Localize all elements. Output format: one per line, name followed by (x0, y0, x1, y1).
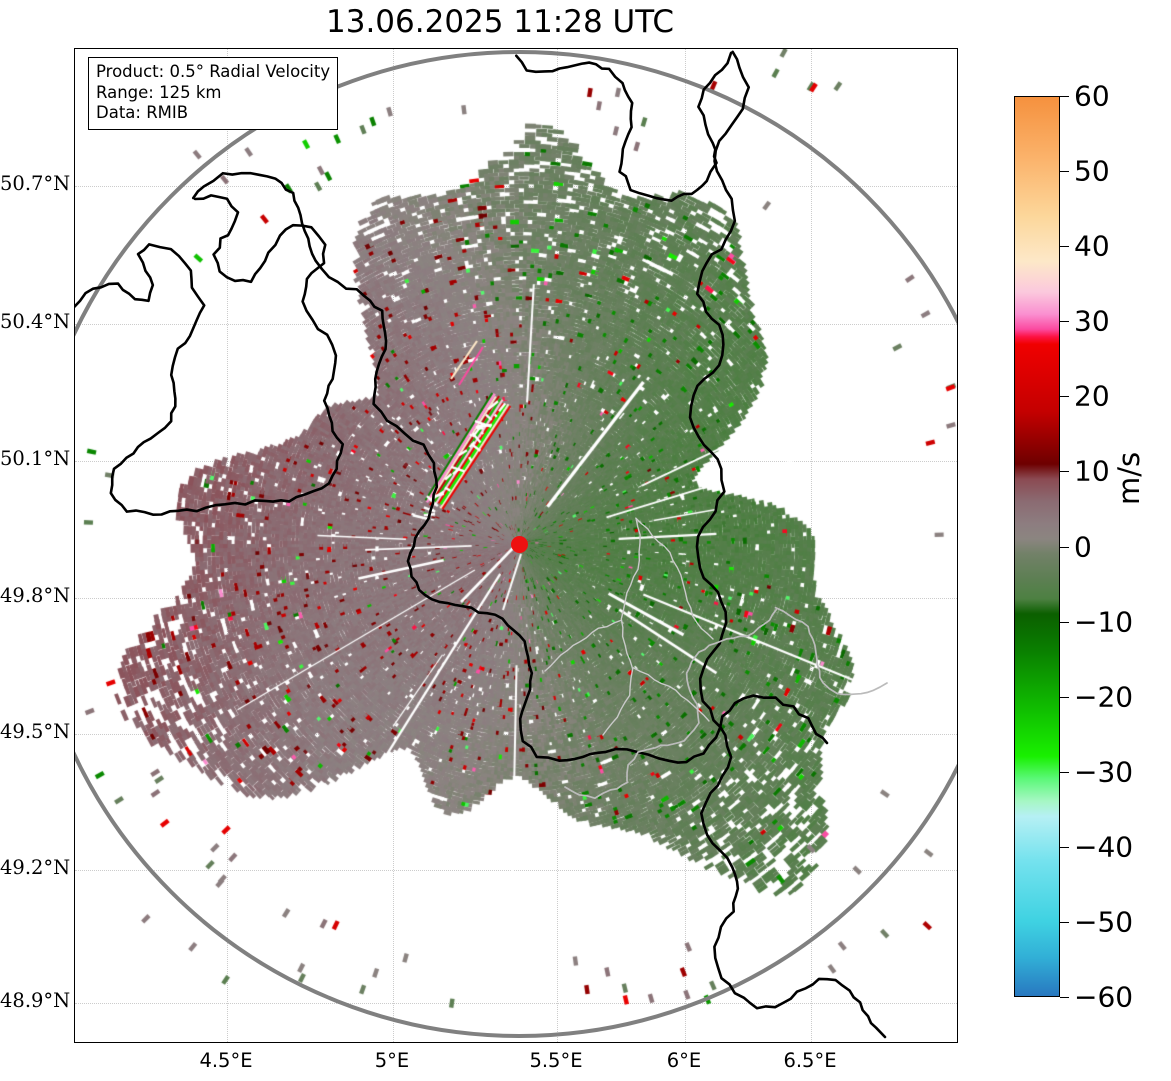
colorbar-tick-label: −50 (1074, 905, 1133, 938)
y-tick-label: 49.2°N (0, 856, 68, 879)
colorbar[interactable] (1014, 96, 1060, 997)
colorbar-tick-label: 50 (1074, 155, 1110, 188)
colorbar-tick (1060, 471, 1069, 472)
map-border-germany-luxembourg-east (690, 52, 885, 1037)
x-tick-label: 6°E (667, 1049, 701, 1072)
colorbar-tick-label: 20 (1074, 380, 1110, 413)
colorbar-tick-label: −20 (1074, 680, 1133, 713)
y-tick-label: 50.1°N (0, 447, 68, 470)
colorbar-tick (1060, 396, 1069, 397)
colorbar-tick-label: 30 (1074, 305, 1110, 338)
colorbar-tick-label: −40 (1074, 830, 1133, 863)
radar-plot-area[interactable] (74, 48, 958, 1043)
colorbar-tick-label: 60 (1074, 80, 1110, 113)
colorbar-tick (1060, 922, 1069, 923)
radar-site-marker[interactable] (511, 536, 528, 553)
x-tick-label: 5°E (375, 1049, 409, 1072)
colorbar-tick-label: −60 (1074, 981, 1133, 1014)
colorbar-tick (1060, 321, 1069, 322)
info-product: Product: 0.5° Radial Velocity (96, 62, 330, 83)
colorbar-tick (1060, 622, 1069, 623)
map-river-line-1 (603, 519, 640, 735)
colorbar-tick-label: 0 (1074, 530, 1092, 563)
y-tick-label: 50.4°N (0, 310, 68, 333)
page-title: 13.06.2025 11:28 UTC (0, 4, 1000, 40)
y-tick-label: 50.7°N (0, 172, 68, 195)
colorbar-tick (1060, 997, 1069, 998)
map-river-line-3 (545, 620, 621, 671)
x-tick-label: 6.5°E (783, 1049, 836, 1072)
map-border-france-belgium-central (193, 173, 827, 762)
colorbar-tick-label: 10 (1074, 455, 1110, 488)
y-tick-label: 49.5°N (0, 720, 68, 743)
colorbar-tick (1060, 171, 1069, 172)
colorbar-tick-label: −10 (1074, 605, 1133, 638)
map-border-netherlands-germany-north (516, 53, 731, 201)
x-tick-label: 5.5°E (529, 1049, 582, 1072)
colorbar-tick (1060, 96, 1069, 97)
colorbar-unit-label: m/s (1112, 452, 1146, 505)
colorbar-tick-label: 40 (1074, 230, 1110, 263)
map-border-belgium-france-west (75, 195, 343, 514)
colorbar-tick (1060, 847, 1069, 848)
y-tick-label: 48.9°N (0, 989, 68, 1012)
y-tick-label: 49.8°N (0, 584, 68, 607)
colorbar-gradient (1015, 97, 1059, 996)
map-admin-boundary-east-3 (565, 782, 628, 798)
colorbar-tick (1060, 246, 1069, 247)
colorbar-tick (1060, 697, 1069, 698)
info-box: Product: 0.5° Radial Velocity Range: 125… (88, 57, 338, 130)
colorbar-tick (1060, 547, 1069, 548)
info-data: Data: RMIB (96, 103, 330, 124)
colorbar-tick-label: −30 (1074, 755, 1133, 788)
map-admin-boundary-east-2 (775, 608, 887, 695)
x-tick-label: 4.5°E (199, 1049, 252, 1072)
info-range: Range: 125 km (96, 83, 330, 104)
map-river-line-2 (636, 518, 713, 639)
colorbar-tick (1060, 772, 1069, 773)
